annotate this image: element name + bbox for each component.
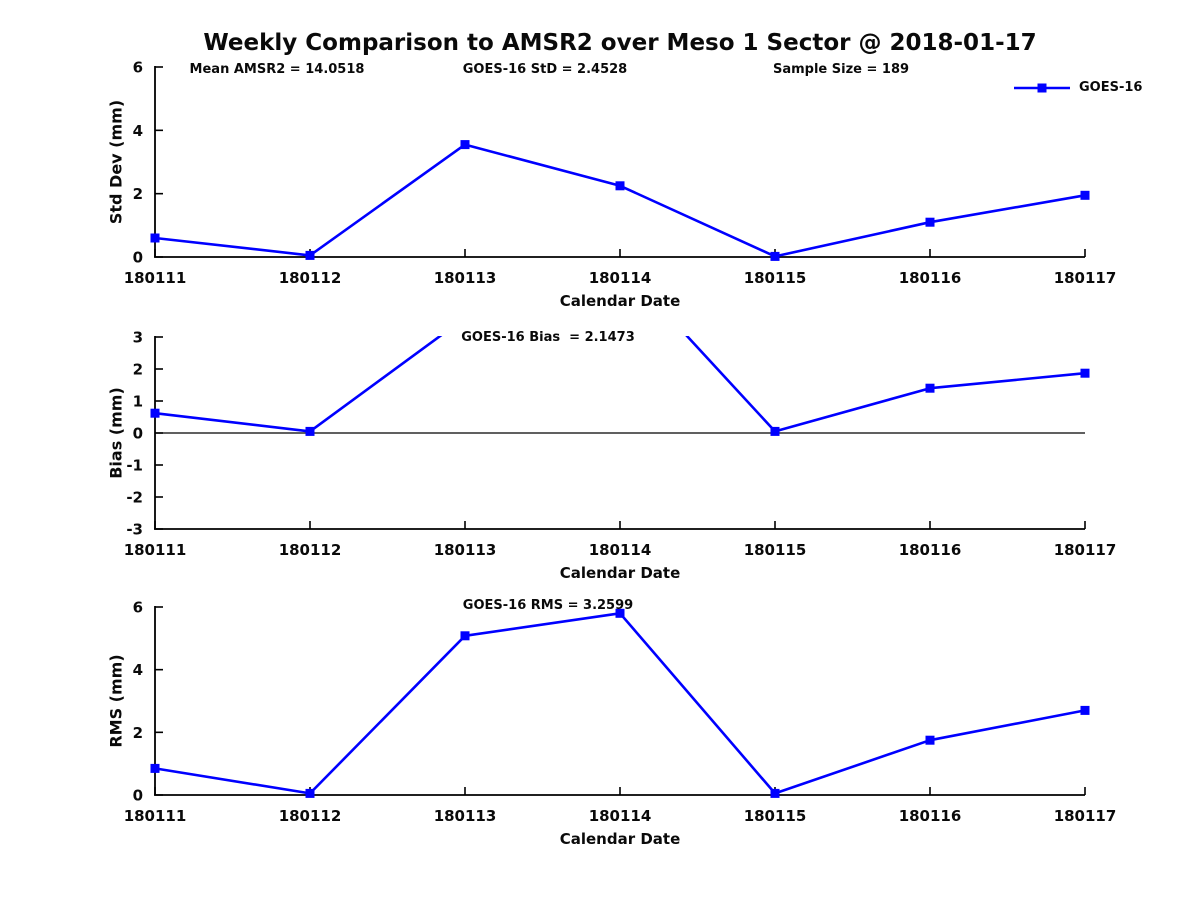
annotation-sample-size: Sample Size = 189 bbox=[772, 62, 910, 77]
data-marker bbox=[1080, 368, 1090, 378]
data-series bbox=[150, 608, 1090, 798]
chart-title: Weekly Comparison to AMSR2 over Meso 1 S… bbox=[203, 30, 1037, 56]
x-tick-label: 180115 bbox=[744, 541, 807, 559]
data-marker bbox=[616, 259, 625, 268]
data-marker bbox=[925, 735, 935, 745]
data-line bbox=[154, 611, 1086, 795]
data-marker bbox=[1080, 705, 1090, 715]
x-tick-label: 180117 bbox=[1054, 541, 1117, 559]
y-tick-label: -2 bbox=[126, 489, 143, 507]
y-tick-label: 4 bbox=[133, 122, 143, 140]
x-tick-label: 180115 bbox=[744, 269, 807, 287]
y-axis-label-stddev: Std Dev (mm) bbox=[106, 99, 126, 225]
x-tick-label: 180111 bbox=[124, 807, 187, 825]
annotation-goes16-bias: GOES-16 Bias = 2.1473 bbox=[461, 330, 635, 345]
x-tick-label: 180114 bbox=[589, 807, 652, 825]
data-marker bbox=[615, 608, 625, 618]
x-tick-label: 180111 bbox=[124, 269, 187, 287]
x-tick-label: 180116 bbox=[899, 541, 962, 559]
x-tick-label: 180115 bbox=[744, 807, 807, 825]
y-tick-label: 4 bbox=[133, 661, 143, 679]
data-marker bbox=[925, 383, 935, 393]
annotation-goes16-rms: GOES-16 RMS = 3.2599 bbox=[462, 598, 634, 613]
data-marker bbox=[305, 426, 315, 436]
data-series bbox=[150, 259, 1090, 436]
data-marker bbox=[925, 217, 935, 227]
x-tick-label: 180111 bbox=[124, 541, 187, 559]
y-tick-label: 1 bbox=[133, 393, 143, 411]
x-tick-label: 180112 bbox=[279, 807, 342, 825]
legend-line-icon bbox=[1014, 83, 1070, 92]
data-line bbox=[154, 336, 1086, 433]
x-tick-label: 180112 bbox=[279, 541, 342, 559]
x-tick-label: 180117 bbox=[1054, 807, 1117, 825]
y-tick-label: 0 bbox=[133, 249, 143, 267]
data-marker bbox=[770, 251, 780, 261]
x-axis-label-1: Calendar Date bbox=[559, 292, 681, 310]
x-tick-label: 180113 bbox=[434, 807, 497, 825]
x-tick-label: 180114 bbox=[589, 541, 652, 559]
y-tick-label: 0 bbox=[133, 425, 143, 443]
y-tick-label: -3 bbox=[126, 521, 143, 539]
data-marker bbox=[460, 140, 470, 150]
annotation-goes16-std: GOES-16 StD = 2.4528 bbox=[462, 62, 628, 77]
data-line bbox=[154, 143, 1086, 258]
y-tick-label: -1 bbox=[126, 457, 143, 475]
y-axis-label-bias: Bias (mm) bbox=[106, 387, 126, 479]
data-marker bbox=[150, 233, 160, 243]
x-tick-label: 180116 bbox=[899, 269, 962, 287]
y-tick-label: 2 bbox=[133, 361, 143, 379]
annotation-mean-amsr2: Mean AMSR2 = 14.0518 bbox=[189, 62, 365, 77]
data-marker bbox=[460, 631, 470, 641]
y-tick-label: 3 bbox=[133, 329, 143, 347]
data-marker bbox=[150, 408, 160, 418]
data-series bbox=[150, 140, 1090, 261]
x-tick-label: 180116 bbox=[899, 807, 962, 825]
x-axis-label-3: Calendar Date bbox=[559, 830, 681, 848]
data-marker bbox=[150, 763, 160, 773]
data-marker bbox=[461, 313, 470, 322]
data-marker bbox=[305, 788, 315, 798]
y-tick-label: 6 bbox=[133, 59, 143, 77]
x-tick-label: 180113 bbox=[434, 541, 497, 559]
y-tick-label: 6 bbox=[133, 599, 143, 617]
x-tick-label: 180114 bbox=[589, 269, 652, 287]
legend: GOES-16 bbox=[1012, 80, 1142, 95]
x-tick-label: 180112 bbox=[279, 269, 342, 287]
data-marker bbox=[1080, 190, 1090, 200]
data-marker bbox=[615, 181, 625, 191]
legend-label: GOES-16 bbox=[1079, 80, 1143, 95]
x-tick-label: 180113 bbox=[434, 269, 497, 287]
y-tick-label: 2 bbox=[133, 724, 143, 742]
y-tick-label: 0 bbox=[133, 787, 143, 805]
x-tick-label: 180117 bbox=[1054, 269, 1117, 287]
x-axis-label-2: Calendar Date bbox=[559, 564, 681, 582]
data-marker bbox=[770, 788, 780, 798]
y-tick-label: 2 bbox=[133, 185, 143, 203]
data-marker bbox=[305, 250, 315, 260]
data-marker bbox=[770, 426, 780, 436]
y-axis-label-rms: RMS (mm) bbox=[106, 654, 126, 748]
